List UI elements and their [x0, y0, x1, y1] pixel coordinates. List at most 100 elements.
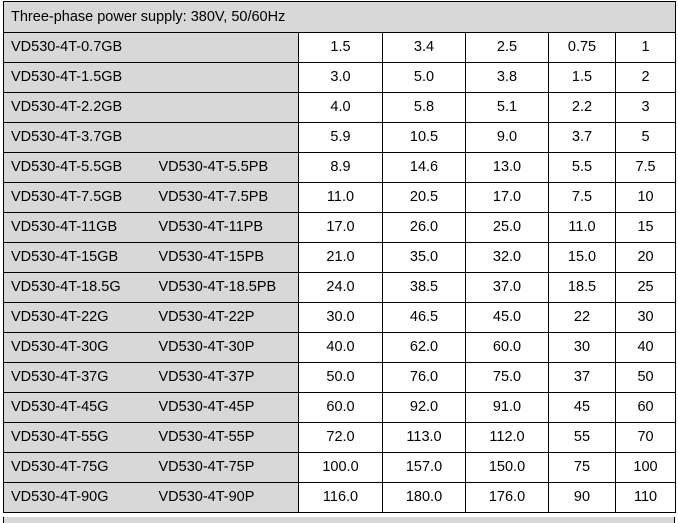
value-cell-5: 70: [614, 422, 677, 453]
value-cell-3: 75.0: [465, 362, 549, 393]
value-cell-3: 3.8: [465, 62, 549, 93]
value-cell-3: 60.0: [465, 332, 549, 363]
value-cell-4: 2.2: [548, 92, 616, 123]
value-cell-3: 17.0: [465, 182, 549, 213]
alt-model-cell: [151, 92, 299, 123]
value-cell-3: 45.0: [465, 302, 549, 333]
model-cell: VD530-4T-90G: [3, 482, 152, 513]
value-cell-1: 8.9: [298, 152, 383, 183]
alt-model-cell: VD530-4T-15PB: [151, 242, 299, 273]
value-cell-1: 72.0: [298, 422, 383, 453]
table-row: VD530-4T-45G VD530-4T-45P 60.0 92.0 91.0 45 60: [3, 392, 677, 423]
value-cell-1: 24.0: [298, 272, 383, 303]
value-cell-2: 10.5: [382, 122, 466, 153]
value-cell-3: 112.0: [465, 422, 549, 453]
value-cell-4: 75: [548, 452, 616, 483]
value-cell-2: 5.0: [382, 62, 466, 93]
alt-model-cell: VD530-4T-55P: [151, 422, 299, 453]
table-row: VD530-4T-1.5GB 3.0 5.0 3.8 1.5 2: [3, 62, 677, 93]
table-row: VD530-4T-30G VD530-4T-30P 40.0 62.0 60.0 30 40: [3, 332, 677, 363]
value-cell-2: 113.0: [382, 422, 466, 453]
value-cell-4: 3.7: [548, 122, 616, 153]
table-body: Three-phase power supply: 380V, 50/60Hz …: [2, 1, 677, 513]
value-cell-4: 11.0: [548, 212, 616, 243]
value-cell-5: 5: [614, 122, 677, 153]
value-cell-3: 5.1: [465, 92, 549, 123]
value-cell-5: 2: [614, 62, 677, 93]
power-spec-table: Three-phase power supply: 380V, 50/60Hz …: [2, 1, 677, 513]
value-cell-4: 37: [548, 362, 616, 393]
table-row: VD530-4T-90G VD530-4T-90P 116.0 180.0 176.0 9…: [3, 482, 677, 513]
alt-model-cell: [151, 32, 299, 63]
value-cell-4: 1.5: [548, 62, 616, 93]
value-cell-2: 35.0: [382, 242, 466, 273]
value-cell-2: 20.5: [382, 182, 466, 213]
value-cell-5: 3: [614, 92, 677, 123]
value-cell-2: 62.0: [382, 332, 466, 363]
alt-model-cell: VD530-4T-18.5PB: [151, 272, 299, 303]
alt-model-cell: [151, 122, 299, 153]
value-cell-1: 100.0: [298, 452, 383, 483]
value-cell-3: 25.0: [465, 212, 549, 243]
table-row: VD530-4T-5.5GB VD530-4T-5.5PB 8.9 14.6 13.0 5…: [3, 152, 677, 183]
value-cell-3: 176.0: [465, 482, 549, 513]
table-row: VD530-4T-55G VD530-4T-55P 72.0 113.0 112.0 55…: [3, 422, 677, 453]
value-cell-2: 157.0: [382, 452, 466, 483]
alt-model-cell: VD530-4T-45P: [151, 392, 299, 423]
value-cell-1: 40.0: [298, 332, 383, 363]
value-cell-4: 5.5: [548, 152, 616, 183]
value-cell-5: 30: [614, 302, 677, 333]
value-cell-2: 3.4: [382, 32, 466, 63]
model-cell: VD530-4T-3.7GB: [3, 122, 152, 153]
value-cell-5: 1: [614, 32, 677, 63]
value-cell-1: 17.0: [298, 212, 383, 243]
table-row: VD530-4T-2.2GB 4.0 5.8 5.1 2.2 3: [3, 92, 677, 123]
value-cell-4: 7.5: [548, 182, 616, 213]
alt-model-cell: VD530-4T-22P: [151, 302, 299, 333]
alt-model-cell: VD530-4T-90P: [151, 482, 299, 513]
value-cell-1: 11.0: [298, 182, 383, 213]
table-row: VD530-4T-18.5G VD530-4T-18.5PB 24.0 38.5 37.…: [3, 272, 677, 303]
value-cell-3: 2.5: [465, 32, 549, 63]
value-cell-1: 116.0: [298, 482, 383, 513]
value-cell-5: 20: [614, 242, 677, 273]
alt-model-cell: VD530-4T-11PB: [151, 212, 299, 243]
model-cell: VD530-4T-37G: [3, 362, 152, 393]
model-cell: VD530-4T-55G: [3, 422, 152, 453]
table-row: VD530-4T-3.7GB 5.9 10.5 9.0 3.7 5: [3, 122, 677, 153]
model-cell: VD530-4T-11GB: [3, 212, 152, 243]
model-cell: VD530-4T-75G: [3, 452, 152, 483]
value-cell-4: 30: [548, 332, 616, 363]
value-cell-1: 5.9: [298, 122, 383, 153]
model-cell: VD530-4T-30G: [3, 332, 152, 363]
value-cell-2: 46.5: [382, 302, 466, 333]
value-cell-3: 150.0: [465, 452, 549, 483]
value-cell-5: 40: [614, 332, 677, 363]
value-cell-5: 100: [614, 452, 677, 483]
value-cell-5: 15: [614, 212, 677, 243]
value-cell-4: 55: [548, 422, 616, 453]
value-cell-3: 13.0: [465, 152, 549, 183]
value-cell-2: 180.0: [382, 482, 466, 513]
alt-model-cell: VD530-4T-7.5PB: [151, 182, 299, 213]
model-cell: VD530-4T-18.5G: [3, 272, 152, 303]
model-cell: VD530-4T-2.2GB: [3, 92, 152, 123]
model-cell: VD530-4T-0.7GB: [3, 32, 152, 63]
table-row: VD530-4T-22G VD530-4T-22P 30.0 46.5 45.0 22 30: [3, 302, 677, 333]
alt-model-cell: [151, 62, 299, 93]
value-cell-2: 38.5: [382, 272, 466, 303]
value-cell-2: 76.0: [382, 362, 466, 393]
value-cell-5: 50: [614, 362, 677, 393]
value-cell-5: 10: [614, 182, 677, 213]
model-cell: VD530-4T-1.5GB: [3, 62, 152, 93]
value-cell-3: 37.0: [465, 272, 549, 303]
value-cell-2: 26.0: [382, 212, 466, 243]
value-cell-1: 60.0: [298, 392, 383, 423]
power-supply-header: Three-phase power supply: 380V, 50/60Hz: [2, 1, 677, 33]
value-cell-4: 45: [548, 392, 616, 423]
table-continuation-strip: [3, 517, 675, 523]
value-cell-5: 110: [614, 482, 677, 513]
model-cell: VD530-4T-45G: [3, 392, 152, 423]
value-cell-3: 91.0: [465, 392, 549, 423]
